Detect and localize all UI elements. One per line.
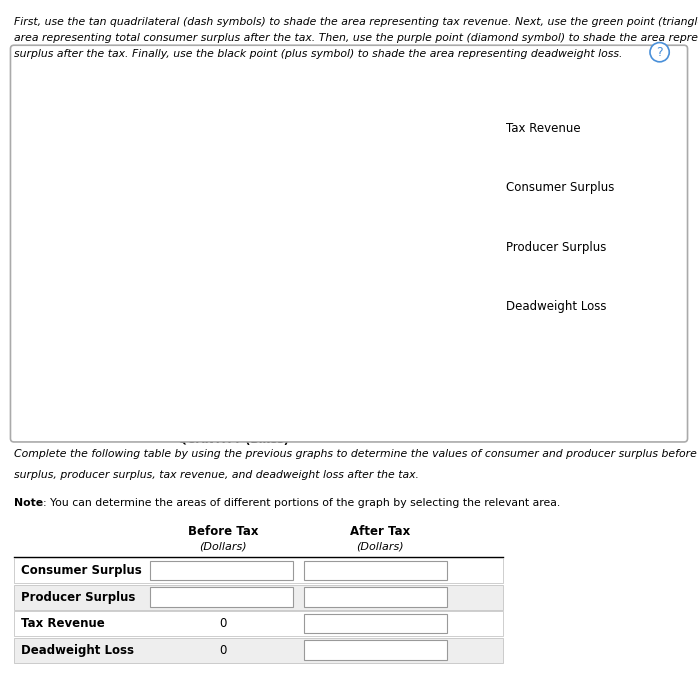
Text: Supply: Supply <box>136 283 174 292</box>
Text: ?: ? <box>656 46 663 58</box>
Text: Producer Surplus: Producer Surplus <box>21 591 135 603</box>
Text: Consumer Surplus: Consumer Surplus <box>21 564 142 577</box>
Text: Consumer Surplus: Consumer Surplus <box>506 182 614 194</box>
X-axis label: QUANTITY (Bikes): QUANTITY (Bikes) <box>179 435 289 445</box>
Text: Before Tax: Before Tax <box>188 525 259 539</box>
Bar <box>446 115 493 143</box>
Text: 0: 0 <box>220 617 227 630</box>
Text: After Tax: After Tax <box>350 525 410 539</box>
Text: (Dollars): (Dollars) <box>200 541 247 551</box>
Text: (Dollars): (Dollars) <box>357 541 404 551</box>
Text: Tax Revenue: Tax Revenue <box>506 122 581 135</box>
Text: surplus, producer surplus, tax revenue, and deadweight loss after the tax.: surplus, producer surplus, tax revenue, … <box>14 470 419 480</box>
Title: After Tax: After Tax <box>198 54 269 68</box>
Text: Deadweight Loss: Deadweight Loss <box>506 300 607 313</box>
Text: Deadweight Loss: Deadweight Loss <box>21 644 134 656</box>
Text: First, use the tan quadrilateral (dash symbols) to shade the area representing t: First, use the tan quadrilateral (dash s… <box>14 17 698 58</box>
Text: : You can determine the areas of different portions of the graph by selecting th: : You can determine the areas of differe… <box>43 498 560 507</box>
Y-axis label: PRICE (Dollars per bike): PRICE (Dollars per bike) <box>16 169 27 318</box>
Text: Tax Revenue: Tax Revenue <box>21 617 105 630</box>
Text: Note: Note <box>14 498 43 507</box>
Text: Producer Surplus: Producer Surplus <box>506 241 607 253</box>
Text: 0: 0 <box>220 644 227 656</box>
Text: Demand: Demand <box>63 164 110 174</box>
Text: Complete the following table by using the previous graphs to determine the value: Complete the following table by using th… <box>14 449 698 459</box>
Text: Tax Wedge: Tax Wedge <box>63 241 123 251</box>
